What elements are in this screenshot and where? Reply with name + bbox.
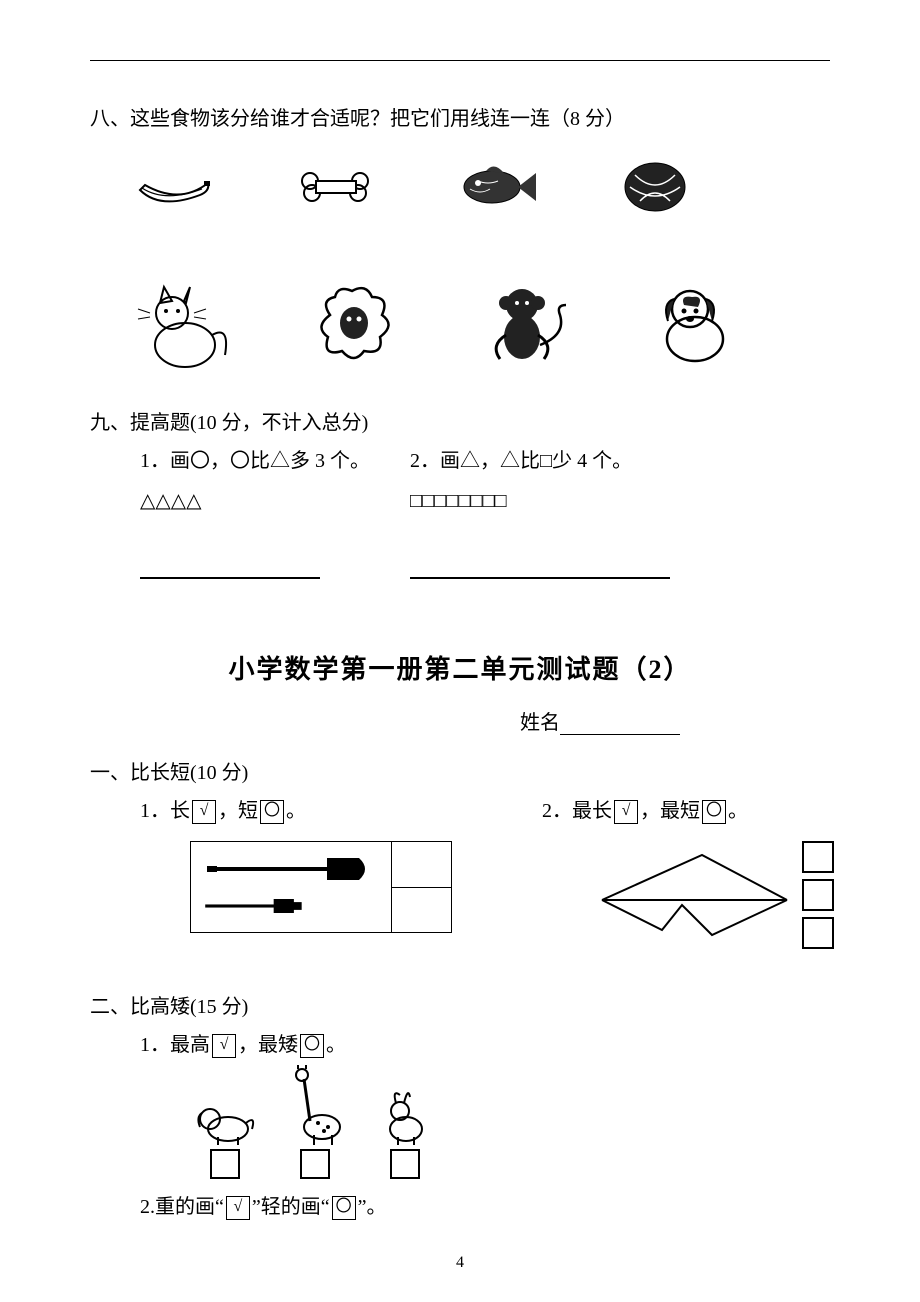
height-animal-col xyxy=(280,1065,350,1179)
s2-p1-figure xyxy=(190,1065,830,1179)
rabbit-icon xyxy=(370,1085,440,1145)
s2-p2-suffix: ”。 xyxy=(358,1196,387,1218)
s1-p2-figure xyxy=(592,841,834,949)
circle-box-icon: 〇 xyxy=(702,800,726,824)
q9-part-2: 2．画△，△比□少 4 个。 □□□□□□□□ xyxy=(410,441,670,579)
answer-box[interactable] xyxy=(391,888,451,933)
s1-p2-mid: ，最短 xyxy=(640,800,700,822)
s1-heading: 一、比长短(10 分) xyxy=(90,755,830,791)
s2-p2-line: 2.重的画“√”轻的画“〇”。 xyxy=(140,1187,830,1227)
tools-left xyxy=(191,842,391,932)
section-2: 二、比高矮(15 分) 1．最高√，最矮〇。 xyxy=(90,989,830,1227)
question-8: 八、这些食物该分给谁才合适呢？把它们用线连一连（8 分） xyxy=(90,101,830,375)
check-box-icon: √ xyxy=(614,800,638,824)
q9-p2-given: □□□□□□□□ xyxy=(410,481,670,521)
circle-box-icon: 〇 xyxy=(300,1034,324,1058)
name-row: 姓名 xyxy=(90,706,830,735)
s2-p1-mid: ，最矮 xyxy=(238,1034,298,1056)
s1-p2-prefix: 2．最长 xyxy=(542,800,612,822)
answer-box[interactable] xyxy=(391,842,451,888)
tools-box xyxy=(190,841,452,933)
q9-p1-blank[interactable] xyxy=(140,557,320,579)
check-box-icon: √ xyxy=(212,1034,236,1058)
circle-box-icon: 〇 xyxy=(260,800,284,824)
answer-box[interactable] xyxy=(300,1149,330,1179)
q8-heading: 八、这些食物该分给谁才合适呢？把它们用线连一连（8 分） xyxy=(90,101,830,137)
s1-part-2: 2．最长√，最短〇。 xyxy=(542,791,834,969)
s2-p2-mid: ”轻的画“ xyxy=(252,1196,330,1218)
section-1: 一、比长短(10 分) 1．长√，短〇。 xyxy=(90,755,830,969)
s1-p2-suffix: 。 xyxy=(728,800,748,822)
height-animal-col xyxy=(190,1095,260,1179)
s1-p1-prefix: 1．长 xyxy=(140,800,190,822)
name-blank[interactable] xyxy=(560,734,680,735)
answer-box[interactable] xyxy=(210,1149,240,1179)
s2-sub-items: 1．最高√，最矮〇。 xyxy=(90,1025,830,1227)
s1-part-1: 1．长√，短〇。 xyxy=(140,791,452,969)
unit-title: 小学数学第一册第二单元测试题（2） xyxy=(90,649,830,686)
s1-p1-line: 1．长√，短〇。 xyxy=(140,791,452,831)
q9-heading: 九、提高题(10 分，不计入总分) xyxy=(90,405,830,441)
q9-p2-prompt: 2．画△，△比□少 4 个。 xyxy=(410,441,670,481)
s2-p1-line: 1．最高√，最矮〇。 xyxy=(140,1025,830,1065)
answer-box[interactable] xyxy=(390,1149,420,1179)
worksheet-page: 八、这些食物该分给谁才合适呢？把它们用线连一连（8 分） xyxy=(0,0,920,1302)
s1-sub-items: 1．长√，短〇。 xyxy=(90,791,830,969)
answer-box[interactable] xyxy=(802,879,834,911)
shovel-icon xyxy=(199,854,379,884)
answer-box[interactable] xyxy=(802,841,834,873)
giraffe-icon xyxy=(280,1065,350,1145)
q9-part-1: 1．画〇，〇比△多 3 个。 △△△△ xyxy=(140,441,370,579)
sheep-icon xyxy=(300,275,410,375)
q8-animal-row xyxy=(90,275,830,375)
check-box-icon: √ xyxy=(192,800,216,824)
s1-p2-answer-col xyxy=(802,841,834,949)
question-9: 九、提高题(10 分，不计入总分) 1．画〇，〇比△多 3 个。 △△△△ 2．… xyxy=(90,405,830,579)
cat-icon xyxy=(130,275,240,375)
bone-icon xyxy=(290,155,380,215)
q9-p1-blank-row xyxy=(140,539,370,579)
monkey-icon xyxy=(470,275,580,375)
circle-box-icon: 〇 xyxy=(332,1196,356,1220)
s1-p1-mid: ，短 xyxy=(218,800,258,822)
q9-sub-items: 1．画〇，〇比△多 3 个。 △△△△ 2．画△，△比□少 4 个。 □□□□□… xyxy=(90,441,830,579)
check-box-icon: √ xyxy=(226,1196,250,1220)
tools-answer-col xyxy=(391,842,451,932)
s1-p2-line: 2．最长√，最短〇。 xyxy=(542,791,834,831)
answer-box[interactable] xyxy=(802,917,834,949)
small-dog-icon xyxy=(190,1095,260,1145)
s2-heading: 二、比高矮(15 分) xyxy=(90,989,830,1025)
s2-p2-prefix: 2.重的画“ xyxy=(140,1196,224,1218)
q9-p1-given: △△△△ xyxy=(140,481,370,521)
hammer-icon xyxy=(199,891,339,921)
dog-icon xyxy=(640,275,750,375)
banana-icon xyxy=(130,155,220,215)
name-label: 姓名 xyxy=(520,712,560,734)
cabbage-icon xyxy=(610,155,700,215)
s1-p1-figure xyxy=(190,841,452,933)
q9-p2-blank-row xyxy=(410,539,670,579)
s1-p1-suffix: 。 xyxy=(286,800,306,822)
q9-p1-prompt: 1．画〇，〇比△多 3 个。 xyxy=(140,441,370,481)
q9-p2-blank[interactable] xyxy=(410,557,670,579)
fish-icon xyxy=(450,155,540,215)
s2-p1-prefix: 1．最高 xyxy=(140,1034,210,1056)
q8-food-row xyxy=(90,155,830,215)
page-number: 4 xyxy=(0,1254,920,1272)
s2-p1-suffix: 。 xyxy=(326,1034,346,1056)
height-animal-col xyxy=(370,1085,440,1179)
zigzag-lines-icon xyxy=(592,845,792,945)
top-rule xyxy=(90,60,830,61)
